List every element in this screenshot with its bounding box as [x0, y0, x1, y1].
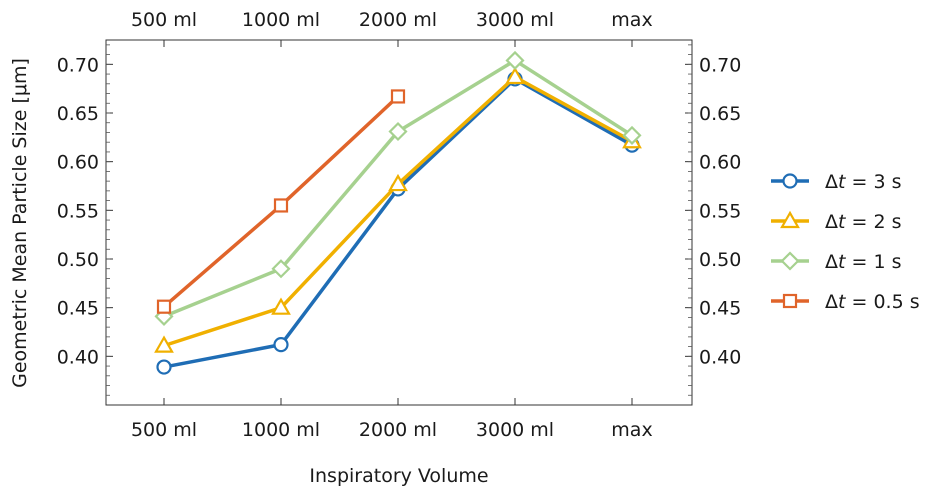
point-marker-triangle — [388, 173, 408, 192]
point-marker-triangle — [505, 66, 525, 85]
x-tick-label-top: 500 ml — [131, 9, 197, 31]
y-tick-label-right: 0.50 — [699, 249, 741, 271]
series — [156, 89, 406, 314]
x-tick-label-top: 3000 ml — [476, 9, 554, 31]
series — [156, 71, 640, 375]
legend-label: Δt = 3 s — [825, 171, 901, 193]
y-tick-label-right: 0.65 — [699, 103, 741, 125]
y-tick-label-left: 0.55 — [57, 200, 99, 222]
y-axis-title: Geometric Mean Particle Size [μm] — [9, 58, 31, 388]
y-tick-label-left: 0.45 — [57, 298, 99, 320]
series — [154, 66, 642, 353]
point-marker-square — [156, 299, 172, 314]
point-marker-diamond — [388, 121, 408, 142]
y-tick-label-left: 0.40 — [57, 346, 99, 368]
x-tick-label-bottom: 500 ml — [131, 419, 197, 441]
x-axis-title: Inspiratory Volume — [309, 465, 488, 487]
y-tick-label-right: 0.40 — [699, 346, 741, 368]
series-group — [154, 50, 642, 375]
point-marker-circle — [782, 173, 798, 189]
x-tick-label-bottom: 3000 ml — [476, 419, 554, 441]
y-tick-label-left: 0.60 — [57, 152, 99, 174]
series — [154, 50, 642, 326]
x-tick-label-bottom: 1000 ml — [242, 419, 320, 441]
point-marker-triangle — [271, 297, 291, 315]
legend-item: Δt = 3 s — [771, 171, 901, 193]
x-tick-label-top: 1000 ml — [242, 9, 320, 31]
axis-ticks: 500 ml 500 ml 1000 ml 1000 ml 2000 ml 2000 ml… — [57, 9, 742, 441]
legend-label: Δt = 2 s — [825, 211, 901, 233]
legend-item: Δt = 1 s — [771, 251, 901, 273]
plot-frame — [105, 39, 693, 406]
legend: Δt = 3 s Δt = 2 s Δt = 1 s Δt = 0.5 s — [771, 171, 920, 313]
y-tick-label-right: 0.60 — [699, 152, 741, 174]
x-tick-label-bottom: max — [611, 419, 652, 441]
point-marker-diamond — [505, 50, 525, 70]
y-tick-label-left: 0.70 — [57, 54, 99, 76]
point-marker-triangle — [780, 210, 800, 229]
y-tick-label-right: 0.45 — [699, 298, 741, 320]
x-tick-label-top: max — [611, 9, 652, 31]
point-marker-square — [273, 198, 289, 213]
point-marker-diamond — [271, 259, 291, 279]
point-marker-diamond — [780, 251, 800, 271]
point-marker-triangle — [154, 335, 174, 353]
y-tick-label-left: 0.65 — [57, 103, 99, 125]
point-marker-square — [390, 89, 406, 104]
point-marker-circle — [273, 337, 289, 353]
x-tick-label-top: 2000 ml — [359, 9, 437, 31]
x-tick-label-bottom: 2000 ml — [359, 419, 437, 441]
y-tick-label-right: 0.70 — [699, 54, 741, 76]
legend-item: Δt = 2 s — [771, 210, 901, 233]
series-line — [163, 75, 633, 348]
y-tick-label-right: 0.55 — [699, 200, 741, 222]
y-tick-label-left: 0.50 — [57, 249, 99, 271]
point-marker-circle — [156, 359, 172, 375]
point-marker-diamond — [622, 125, 642, 145]
legend-item: Δt = 0.5 s — [771, 291, 920, 313]
legend-label: Δt = 0.5 s — [825, 291, 920, 313]
point-marker-square — [782, 293, 798, 309]
legend-label: Δt = 1 s — [825, 251, 901, 273]
